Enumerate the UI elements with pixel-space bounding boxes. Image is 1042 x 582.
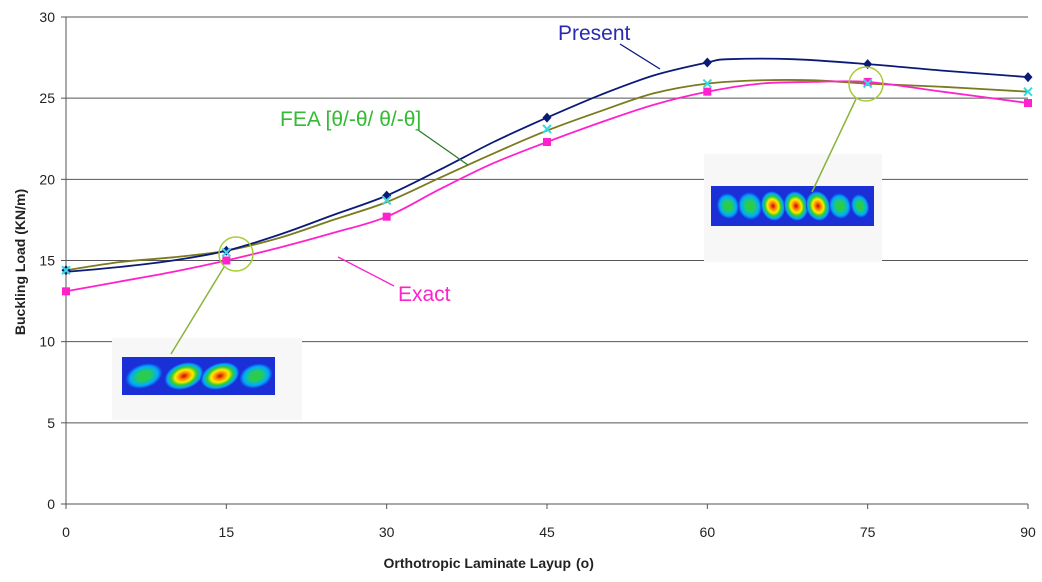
- fea-series-line: [65, 79, 1029, 272]
- present-label: Present: [558, 22, 631, 45]
- y-tick-label-25: 25: [39, 90, 55, 106]
- exact-point-15: [222, 256, 231, 265]
- highlight-circle-75: [848, 66, 884, 102]
- present-point-60: [702, 57, 712, 68]
- fea-point-15: [221, 247, 232, 258]
- highlight-circle-15: [218, 236, 254, 272]
- exact-point-90: [1024, 99, 1032, 108]
- present-series-line: [65, 57, 1029, 273]
- y-tick-label-5: 5: [47, 415, 55, 431]
- exact-point-75: [863, 77, 872, 86]
- fea-label: FEA [θ/-θ/ θ/-θ]: [280, 108, 421, 131]
- mode-shape-image-15: [122, 357, 275, 395]
- x-tick-label-15: 15: [219, 524, 235, 540]
- exact-point-45: [543, 137, 551, 146]
- mode-shape-image-75: [711, 186, 874, 226]
- present-point-45: [542, 112, 552, 123]
- x-tick-label-75: 75: [860, 524, 876, 540]
- x-tick-label-60: 60: [700, 524, 716, 540]
- y-tick-label-10: 10: [39, 334, 55, 350]
- x-tick-label-45: 45: [539, 524, 555, 540]
- exact-point-0: [62, 287, 70, 296]
- fea-point-60: [702, 78, 713, 89]
- series-lines: [65, 57, 1029, 293]
- fea-point-45: [542, 124, 552, 134]
- series-annotations: Present FEA [θ/-θ/ θ/-θ] Exact: [280, 22, 661, 306]
- leader-line-75: [811, 98, 857, 193]
- y-tick-label-15: 15: [39, 253, 55, 269]
- exact-point-60: [703, 87, 712, 96]
- present-point-90: [1023, 72, 1033, 83]
- fea-point-0: [61, 265, 71, 275]
- x-tick-label-30: 30: [379, 524, 395, 540]
- y-axis-title: Buckling Load (KN/m): [12, 189, 28, 335]
- fea-point-90: [1023, 86, 1033, 97]
- x-axis-unit: (o): [576, 555, 594, 571]
- y-tick-label-20: 20: [39, 171, 55, 187]
- exact-label-leader: [337, 256, 395, 287]
- y-tick-label-0: 0: [47, 496, 55, 512]
- present-label-leader: [619, 43, 661, 70]
- x-tick-label-0: 0: [62, 524, 70, 540]
- exact-point-30: [382, 212, 391, 221]
- leader-line-15: [170, 266, 225, 355]
- x-axis-title: Orthotropic Laminate Layup: [384, 555, 571, 571]
- fea-point-75: [862, 78, 873, 89]
- x-tick-label-90: 90: [1020, 524, 1036, 540]
- axes: 0 5 10 15 20 25 30 0 15 30 45 60 75 90: [39, 9, 1036, 540]
- y-tick-label-30: 30: [39, 9, 55, 25]
- exact-label: Exact: [398, 283, 451, 306]
- fea-point-30: [381, 195, 392, 206]
- series-markers: [61, 57, 1033, 296]
- inset-images: [112, 66, 884, 420]
- fea-label-leader: [417, 129, 469, 166]
